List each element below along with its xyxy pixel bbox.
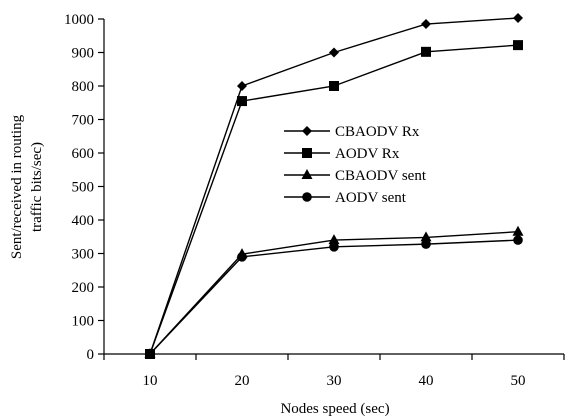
- x-tick-label: 10: [143, 373, 158, 389]
- x-tick-label: 30: [327, 373, 342, 389]
- data-point: [329, 242, 339, 252]
- x-axis-ticks: 10 20 30 40 50: [103, 354, 565, 389]
- data-point: [421, 239, 431, 249]
- data-point: [513, 235, 523, 245]
- legend-marker: [302, 192, 312, 202]
- y-tick-label: 800: [72, 79, 95, 95]
- y-tick-label: 300: [72, 247, 95, 263]
- data-point: [512, 225, 524, 236]
- data-point: [421, 19, 431, 30]
- data-point: [237, 96, 247, 107]
- data-point: [145, 349, 155, 359]
- y-tick-label: 500: [72, 180, 95, 196]
- series-line: [149, 17, 519, 355]
- legend-label: AODV sent: [335, 190, 407, 206]
- series-line: [149, 239, 519, 355]
- legend-label: CBAODV sent: [335, 168, 427, 184]
- chart-axes: [103, 19, 564, 355]
- series-aodv-rx: [145, 40, 523, 359]
- y-tick-label: 700: [72, 113, 95, 129]
- data-point: [237, 252, 247, 262]
- data-point: [420, 231, 432, 242]
- y-tick-label: 0: [87, 347, 95, 363]
- legend-label: CBAODV Rx: [335, 124, 420, 140]
- y-axis-label-line-1: Sent/received in routing: [9, 114, 25, 259]
- chart-series: [144, 12, 524, 359]
- legend-item: CBAODV sent: [284, 168, 427, 184]
- y-axis-label: Sent/received in routing traffic bits/se…: [9, 114, 45, 259]
- data-point: [328, 234, 340, 245]
- y-tick-label: 600: [72, 146, 95, 162]
- data-point: [421, 46, 431, 57]
- y-tick-label: 200: [72, 280, 95, 296]
- legend-label: AODV Rx: [335, 146, 400, 162]
- data-point: [513, 12, 523, 23]
- y-tick-label: 900: [72, 46, 95, 62]
- x-tick-label: 20: [235, 373, 250, 389]
- y-axis-ticks: 0 100 200 300 400 500 600 700 800 900 1000: [64, 12, 104, 363]
- legend-item: AODV Rx: [284, 146, 400, 162]
- legend-marker: [301, 169, 313, 179]
- legend-marker: [302, 126, 312, 136]
- x-tick-label: 50: [511, 373, 526, 389]
- series-aodv-sent: [145, 235, 523, 359]
- x-tick-label: 40: [419, 373, 434, 389]
- data-point: [513, 40, 523, 51]
- legend-item: AODV sent: [284, 190, 407, 206]
- data-point: [329, 47, 339, 58]
- series-cbaodv-rx: [145, 12, 523, 359]
- legend-item: CBAODV Rx: [284, 124, 420, 140]
- y-tick-label: 1000: [64, 12, 94, 28]
- y-tick-label: 400: [72, 213, 95, 229]
- data-point: [237, 81, 247, 91]
- y-tick-label: 100: [72, 314, 95, 330]
- legend-marker: [302, 148, 312, 158]
- data-point: [329, 81, 339, 91]
- series-line: [149, 44, 519, 355]
- y-axis-label-line-2: traffic bits/sec): [29, 142, 45, 232]
- chart-legend: CBAODV Rx AODV Rx CBAODV sent AODV sent: [284, 124, 427, 206]
- x-axis-label: Nodes speed (sec): [280, 401, 389, 417]
